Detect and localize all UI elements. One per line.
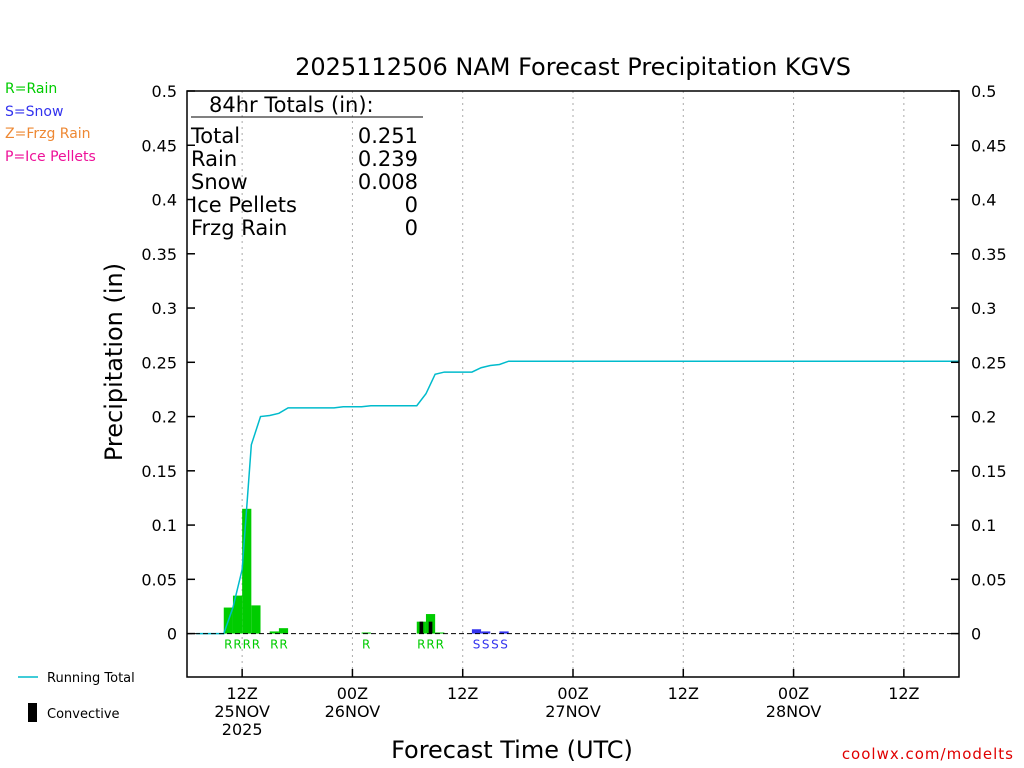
rain-bar	[242, 508, 252, 634]
x-axis-title: Forecast Time (UTC)	[391, 736, 633, 764]
y-tick-label-right: 0.35	[971, 245, 1007, 264]
ptype-letter: S	[482, 638, 490, 652]
rain-bar	[435, 632, 445, 634]
ptype-letter: S	[500, 638, 508, 652]
bottom-legend: Running Total Convective	[18, 671, 135, 722]
totals-row-label: Frzg Rain	[191, 216, 287, 240]
y-tick-label-left: 0.25	[141, 353, 177, 372]
legend-key-rain: R=Rain	[5, 81, 58, 97]
running-total-legend-label: Running Total	[47, 671, 135, 686]
totals-row-label: Ice Pellets	[191, 193, 297, 217]
x-tick-label: 28NOV	[766, 702, 822, 721]
ptype-letter: R	[426, 638, 434, 652]
totals-box: 84hr Totals (in): Total 0.251 Rain 0.239 Snow…	[190, 93, 423, 240]
rain-bar	[251, 605, 261, 634]
y-tick-label-right: 0.3	[971, 299, 996, 318]
ptype-letter: R	[233, 638, 241, 652]
grid-lines	[241, 91, 905, 677]
y-tick-label-left: 0.2	[152, 408, 177, 427]
ptype-letter: R	[252, 638, 260, 652]
ptype-letter: R	[362, 638, 370, 652]
snow-bar	[499, 631, 509, 634]
credit-text[interactable]: coolwx.com/modelts	[841, 745, 1014, 763]
ptype-letter: R	[224, 638, 232, 652]
x-tick-label: 12Z	[668, 684, 699, 703]
x-tick-label: 2025	[222, 720, 263, 739]
ptype-letter: R	[279, 638, 287, 652]
running-total-line	[196, 360, 959, 635]
snow-bar	[481, 631, 491, 634]
legend-key-ice-pellets: P=Ice Pellets	[5, 149, 96, 165]
y-tick-label-right: 0.5	[971, 82, 996, 101]
x-tick-label: 00Z	[778, 684, 809, 703]
y-tick-label-left: 0.5	[152, 82, 177, 101]
y-tick-label-left: 0.3	[152, 299, 177, 318]
totals-row-value: 0.239	[358, 147, 418, 171]
snow-bar	[471, 629, 482, 634]
y-tick-label-right: 0	[971, 625, 981, 644]
ticks-layer: 0 00.05 0.050.1 0.10.15 0.150.2 0.20.25 0.250.…	[141, 82, 1006, 739]
rain-bar	[278, 628, 289, 634]
running-total-layer	[196, 360, 959, 635]
y-tick-label-left: 0.15	[141, 462, 177, 481]
x-tick-label: 27NOV	[545, 702, 601, 721]
rain-bar	[232, 595, 243, 634]
y-tick-label-right: 0.15	[971, 462, 1007, 481]
totals-row-value: 0.008	[358, 170, 418, 194]
y-tick-label-left: 0.35	[141, 245, 177, 264]
y-axis-title: Precipitation (in)	[100, 263, 128, 461]
y-tick-label-left: 0.1	[152, 516, 177, 535]
ptype-letter: R	[243, 638, 251, 652]
totals-row-label: Rain	[191, 147, 237, 171]
x-tick-label: 26NOV	[325, 702, 381, 721]
chart-title: 2025112506 NAM Forecast Precipitation KG…	[295, 53, 851, 81]
x-tick-label: 12Z	[226, 684, 257, 703]
convective-legend-swatch	[28, 703, 37, 722]
totals-row-label: Total	[190, 124, 240, 148]
y-tick-label-right: 0.05	[971, 570, 1007, 589]
bars-layer	[223, 508, 509, 634]
y-tick-label-right: 0.2	[971, 408, 996, 427]
y-tick-label-left: 0.4	[152, 191, 177, 210]
legend-key-snow: S=Snow	[5, 104, 64, 120]
y-tick-label-right: 0.45	[971, 136, 1007, 155]
ptype-letter: S	[473, 638, 481, 652]
y-tick-label-right: 0.1	[971, 516, 996, 535]
y-tick-label-right: 0.25	[971, 353, 1007, 372]
x-tick-label: 00Z	[557, 684, 588, 703]
rain-bar	[361, 632, 371, 634]
convective-bar	[428, 621, 433, 634]
legend-key-frzg-rain: Z=Frzg Rain	[5, 126, 91, 142]
y-tick-label-left: 0.45	[141, 136, 177, 155]
x-tick-label: 00Z	[337, 684, 368, 703]
y-tick-label-left: 0	[167, 625, 177, 644]
totals-heading: 84hr Totals (in):	[209, 93, 374, 117]
x-tick-label: 25NOV	[214, 702, 270, 721]
x-tick-label: 12Z	[447, 684, 478, 703]
ptype-letter: R	[436, 638, 444, 652]
convective-bar	[419, 621, 424, 634]
ptype-letter: S	[491, 638, 499, 652]
ptype-letter: R	[270, 638, 278, 652]
totals-row-value: 0.251	[358, 124, 418, 148]
y-tick-label-right: 0.4	[971, 191, 996, 210]
y-tick-label-left: 0.05	[141, 570, 177, 589]
totals-row-label: Snow	[191, 170, 248, 194]
rain-bar	[269, 631, 279, 634]
x-tick-label: 12Z	[888, 684, 919, 703]
ptype-letter: R	[417, 638, 425, 652]
totals-row-value: 0	[405, 216, 418, 240]
convective-legend-label: Convective	[47, 707, 120, 722]
totals-row-value: 0	[405, 193, 418, 217]
